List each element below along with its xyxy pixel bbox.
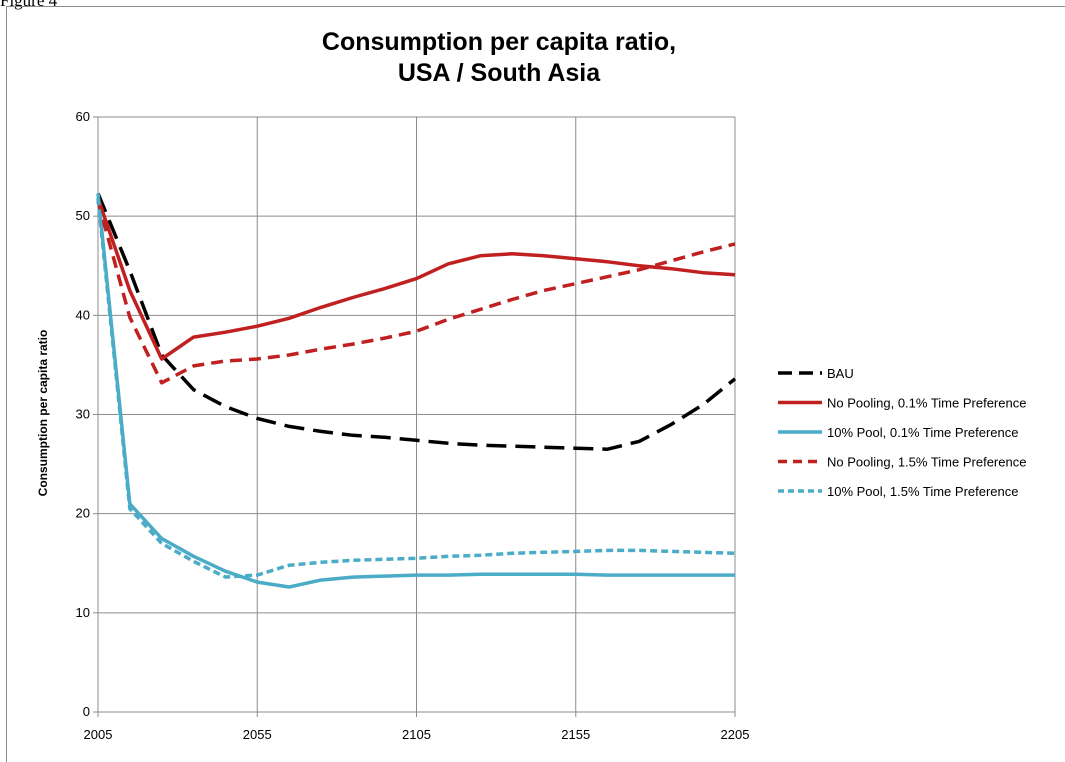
y-tick-label: 60 [76, 109, 90, 124]
legend-label-5: 10% Pool, 1.5% Time Preference [827, 484, 1019, 499]
legend-label-4: No Pooling, 1.5% Time Preference [827, 455, 1026, 470]
series-line-4 [96, 200, 736, 385]
legend-label-3: 10% Pool, 0.1% Time Preference [827, 425, 1019, 440]
y-tick-label: 50 [76, 208, 90, 223]
chart-area [6, 6, 1065, 762]
y-tick-label: 30 [76, 407, 90, 422]
series-line-5 [96, 198, 736, 579]
legend-label-2: No Pooling, 0.1% Time Preference [827, 396, 1026, 411]
y-axis-label: Consumption per capita ratio [36, 330, 50, 497]
x-tick-labels: 2005 2055 2105 2155 2205 [84, 727, 750, 742]
y-tick-label: 20 [76, 506, 90, 521]
legend: BAU No Pooling, 0.1% Time Preference 10% P… [778, 366, 1026, 499]
series-line-3 [96, 193, 735, 589]
y-tick-label: 40 [76, 307, 90, 322]
x-tick-label: 2205 [721, 727, 750, 742]
axes [93, 116, 736, 717]
y-tick-label: 0 [83, 704, 90, 719]
y-tick-labels: 0 10 20 30 40 50 60 [76, 109, 90, 719]
x-tick-label: 2105 [402, 727, 431, 742]
gridlines [98, 116, 736, 712]
series-line-2 [96, 197, 736, 361]
y-tick-label: 10 [76, 605, 90, 620]
x-tick-label: 2055 [243, 727, 272, 742]
figure-label: Figure 4 [0, 0, 58, 10]
x-tick-label: 2005 [84, 727, 113, 742]
x-tick-label: 2155 [561, 727, 590, 742]
series-lines [96, 192, 737, 589]
chart-subtitle: USA / South Asia [398, 59, 601, 87]
legend-label-1: BAU [827, 366, 854, 381]
series-line-1 [96, 192, 737, 451]
chart-title: Consumption per capita ratio, [322, 28, 676, 56]
